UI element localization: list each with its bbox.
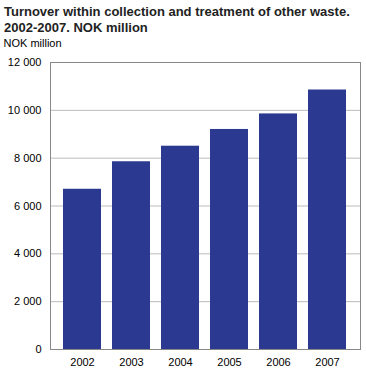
svg-text:NOK million: NOK million <box>4 37 62 49</box>
svg-text:4 000: 4 000 <box>14 247 42 259</box>
svg-text:2 000: 2 000 <box>14 295 42 307</box>
svg-text:8 000: 8 000 <box>14 152 42 164</box>
svg-text:0: 0 <box>35 343 41 355</box>
svg-text:12 000: 12 000 <box>8 56 42 68</box>
svg-text:10 000: 10 000 <box>8 104 42 116</box>
svg-text:2007: 2007 <box>315 356 339 368</box>
svg-text:2004: 2004 <box>168 356 192 368</box>
svg-text:2005: 2005 <box>217 356 241 368</box>
svg-text:2006: 2006 <box>266 356 290 368</box>
svg-text:2003: 2003 <box>119 356 143 368</box>
html-text:Turnover within collection and: Turnover within collection and treatment… <box>4 4 350 35</box>
svg-text:2002: 2002 <box>70 356 94 368</box>
svg-text:6 000: 6 000 <box>14 200 42 212</box>
